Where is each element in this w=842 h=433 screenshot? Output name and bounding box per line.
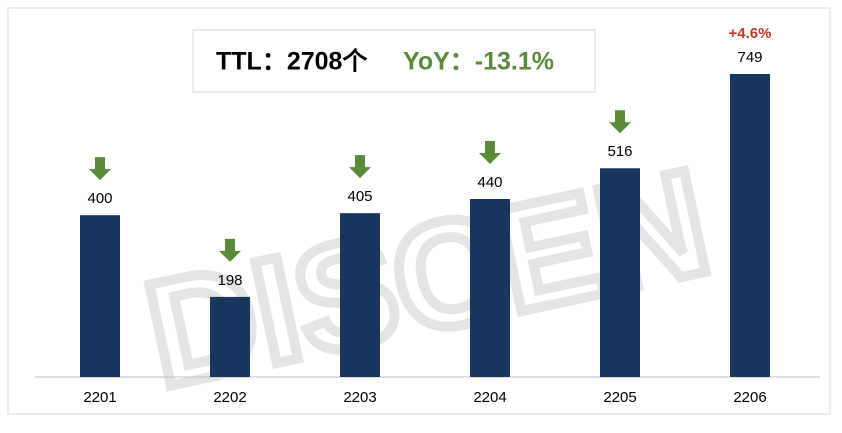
data-label: 440: [477, 174, 502, 191]
x-tick-label: 2203: [343, 389, 376, 406]
x-tick-label: 2201: [83, 389, 116, 406]
data-label: 400: [87, 190, 112, 207]
data-label: 749: [737, 49, 762, 66]
data-label: 516: [607, 143, 632, 160]
data-label: 198: [217, 272, 242, 289]
x-tick-label: 2204: [473, 389, 506, 406]
bar: [470, 199, 510, 377]
bar: [340, 213, 380, 377]
bar: [80, 215, 120, 377]
summary-box: [192, 29, 596, 93]
x-tick-label: 2202: [213, 389, 246, 406]
bar: [210, 296, 250, 377]
down-arrow: [479, 141, 501, 165]
change-label: +4.6%: [729, 25, 772, 42]
x-tick-label: 2205: [603, 389, 636, 406]
bar: [600, 168, 640, 377]
down-arrow: [89, 157, 111, 181]
data-label: 405: [347, 188, 372, 205]
down-arrow: [609, 110, 631, 134]
x-tick-label: 2206: [733, 389, 766, 406]
down-arrow: [349, 155, 371, 179]
yoy-label: YoY：-13.1%: [403, 48, 554, 76]
down-arrow: [219, 238, 241, 262]
bar: [730, 74, 770, 377]
total-label: TTL：2708个: [216, 48, 368, 76]
